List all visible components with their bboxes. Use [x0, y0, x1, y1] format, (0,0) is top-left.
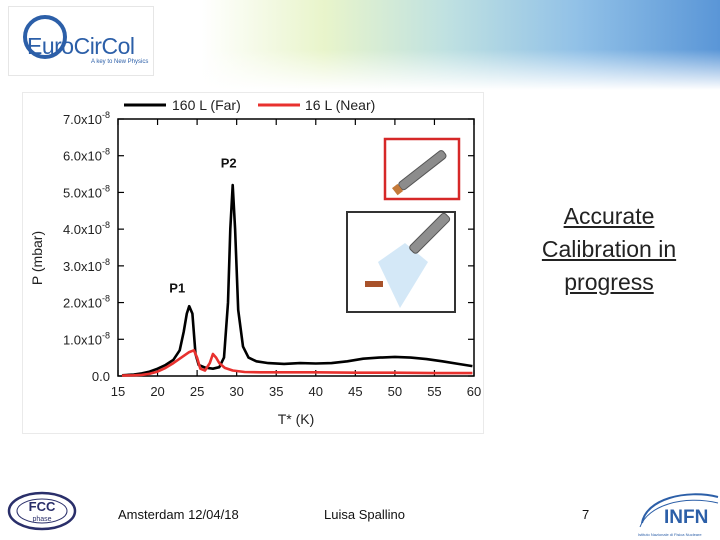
y-axis-label: P (mbar) [29, 231, 45, 285]
infn-logo-title: INFN [664, 507, 708, 528]
axis-ticks [117, 118, 475, 377]
series-lines [121, 183, 473, 377]
inset-probe-beam-box [346, 211, 456, 313]
footer-author: Luisa Spallino [324, 507, 405, 522]
callout-line-2: Calibration in [541, 236, 677, 262]
y-tick-label: 4.0x10-8 [63, 220, 110, 237]
footer-location-date: Amsterdam 12/04/18 [118, 507, 239, 522]
logo-ring-icon [23, 15, 67, 59]
legend-label-far: 160 L (Far) [172, 97, 241, 113]
inset-probe-red-box [383, 137, 461, 201]
y-tick-label: 6.0x10-8 [63, 147, 110, 164]
x-tick-label: 40 [309, 384, 323, 399]
x-tick-label: 45 [348, 384, 362, 399]
calibration-callout: Accurate Calibration in progress [520, 200, 698, 299]
x-tick-labels: 15 20 25 30 35 40 45 50 55 60 [111, 384, 481, 399]
x-tick-label: 25 [190, 384, 204, 399]
fcc-logo-title: FCC [29, 499, 56, 514]
legend: 160 L (Far) 16 L (Near) [124, 97, 375, 113]
logo-name: EuroCirCol [27, 33, 135, 59]
callout-line-1: Accurate [563, 203, 655, 229]
x-tick-label: 55 [427, 384, 441, 399]
infn-logo-subtitle: Istituto Nazionale di Fisica Nucleare [638, 532, 702, 537]
x-axis-label: T* (K) [278, 411, 315, 427]
legend-label-near: 16 L (Near) [305, 97, 375, 113]
y-tick-label: 0.0 [92, 369, 110, 384]
y-tick-label: 2.0x10-8 [63, 294, 110, 311]
annotation-p2: P2 [221, 156, 237, 171]
series-line-far [121, 183, 473, 377]
callout-line-3: progress [564, 269, 654, 295]
y-tick-label: 7.0x10-8 [63, 110, 110, 127]
y-tick-label: 1.0x10-8 [63, 330, 110, 347]
beam-cone [378, 243, 428, 308]
target-sample [365, 281, 383, 287]
x-tick-label: 30 [229, 384, 243, 399]
series-line-near [121, 349, 473, 377]
annotation-p1: P1 [169, 281, 185, 296]
x-tick-label: 20 [150, 384, 164, 399]
y-tick-labels: 0.0 1.0x10-8 2.0x10-8 3.0x10-8 4.0x10-8 5.0x1… [63, 110, 110, 384]
x-tick-label: 50 [388, 384, 402, 399]
x-tick-label: 60 [467, 384, 481, 399]
infn-logo: INFN Istituto Nazionale di Fisica Nuclea… [638, 493, 719, 537]
plot-area [117, 118, 475, 377]
eurocircol-logo: EuroCirCol A key to New Physics [8, 6, 154, 76]
footer-page-number: 7 [582, 507, 590, 522]
logo-tagline: A key to New Physics [91, 59, 149, 65]
y-tick-label: 3.0x10-8 [63, 257, 110, 274]
fcc-logo-subtitle: phase [32, 516, 51, 523]
x-tick-label: 35 [269, 384, 283, 399]
fcc-logo: FCC phase [7, 491, 77, 531]
y-tick-label: 5.0x10-8 [63, 183, 110, 200]
x-tick-label: 15 [111, 384, 125, 399]
